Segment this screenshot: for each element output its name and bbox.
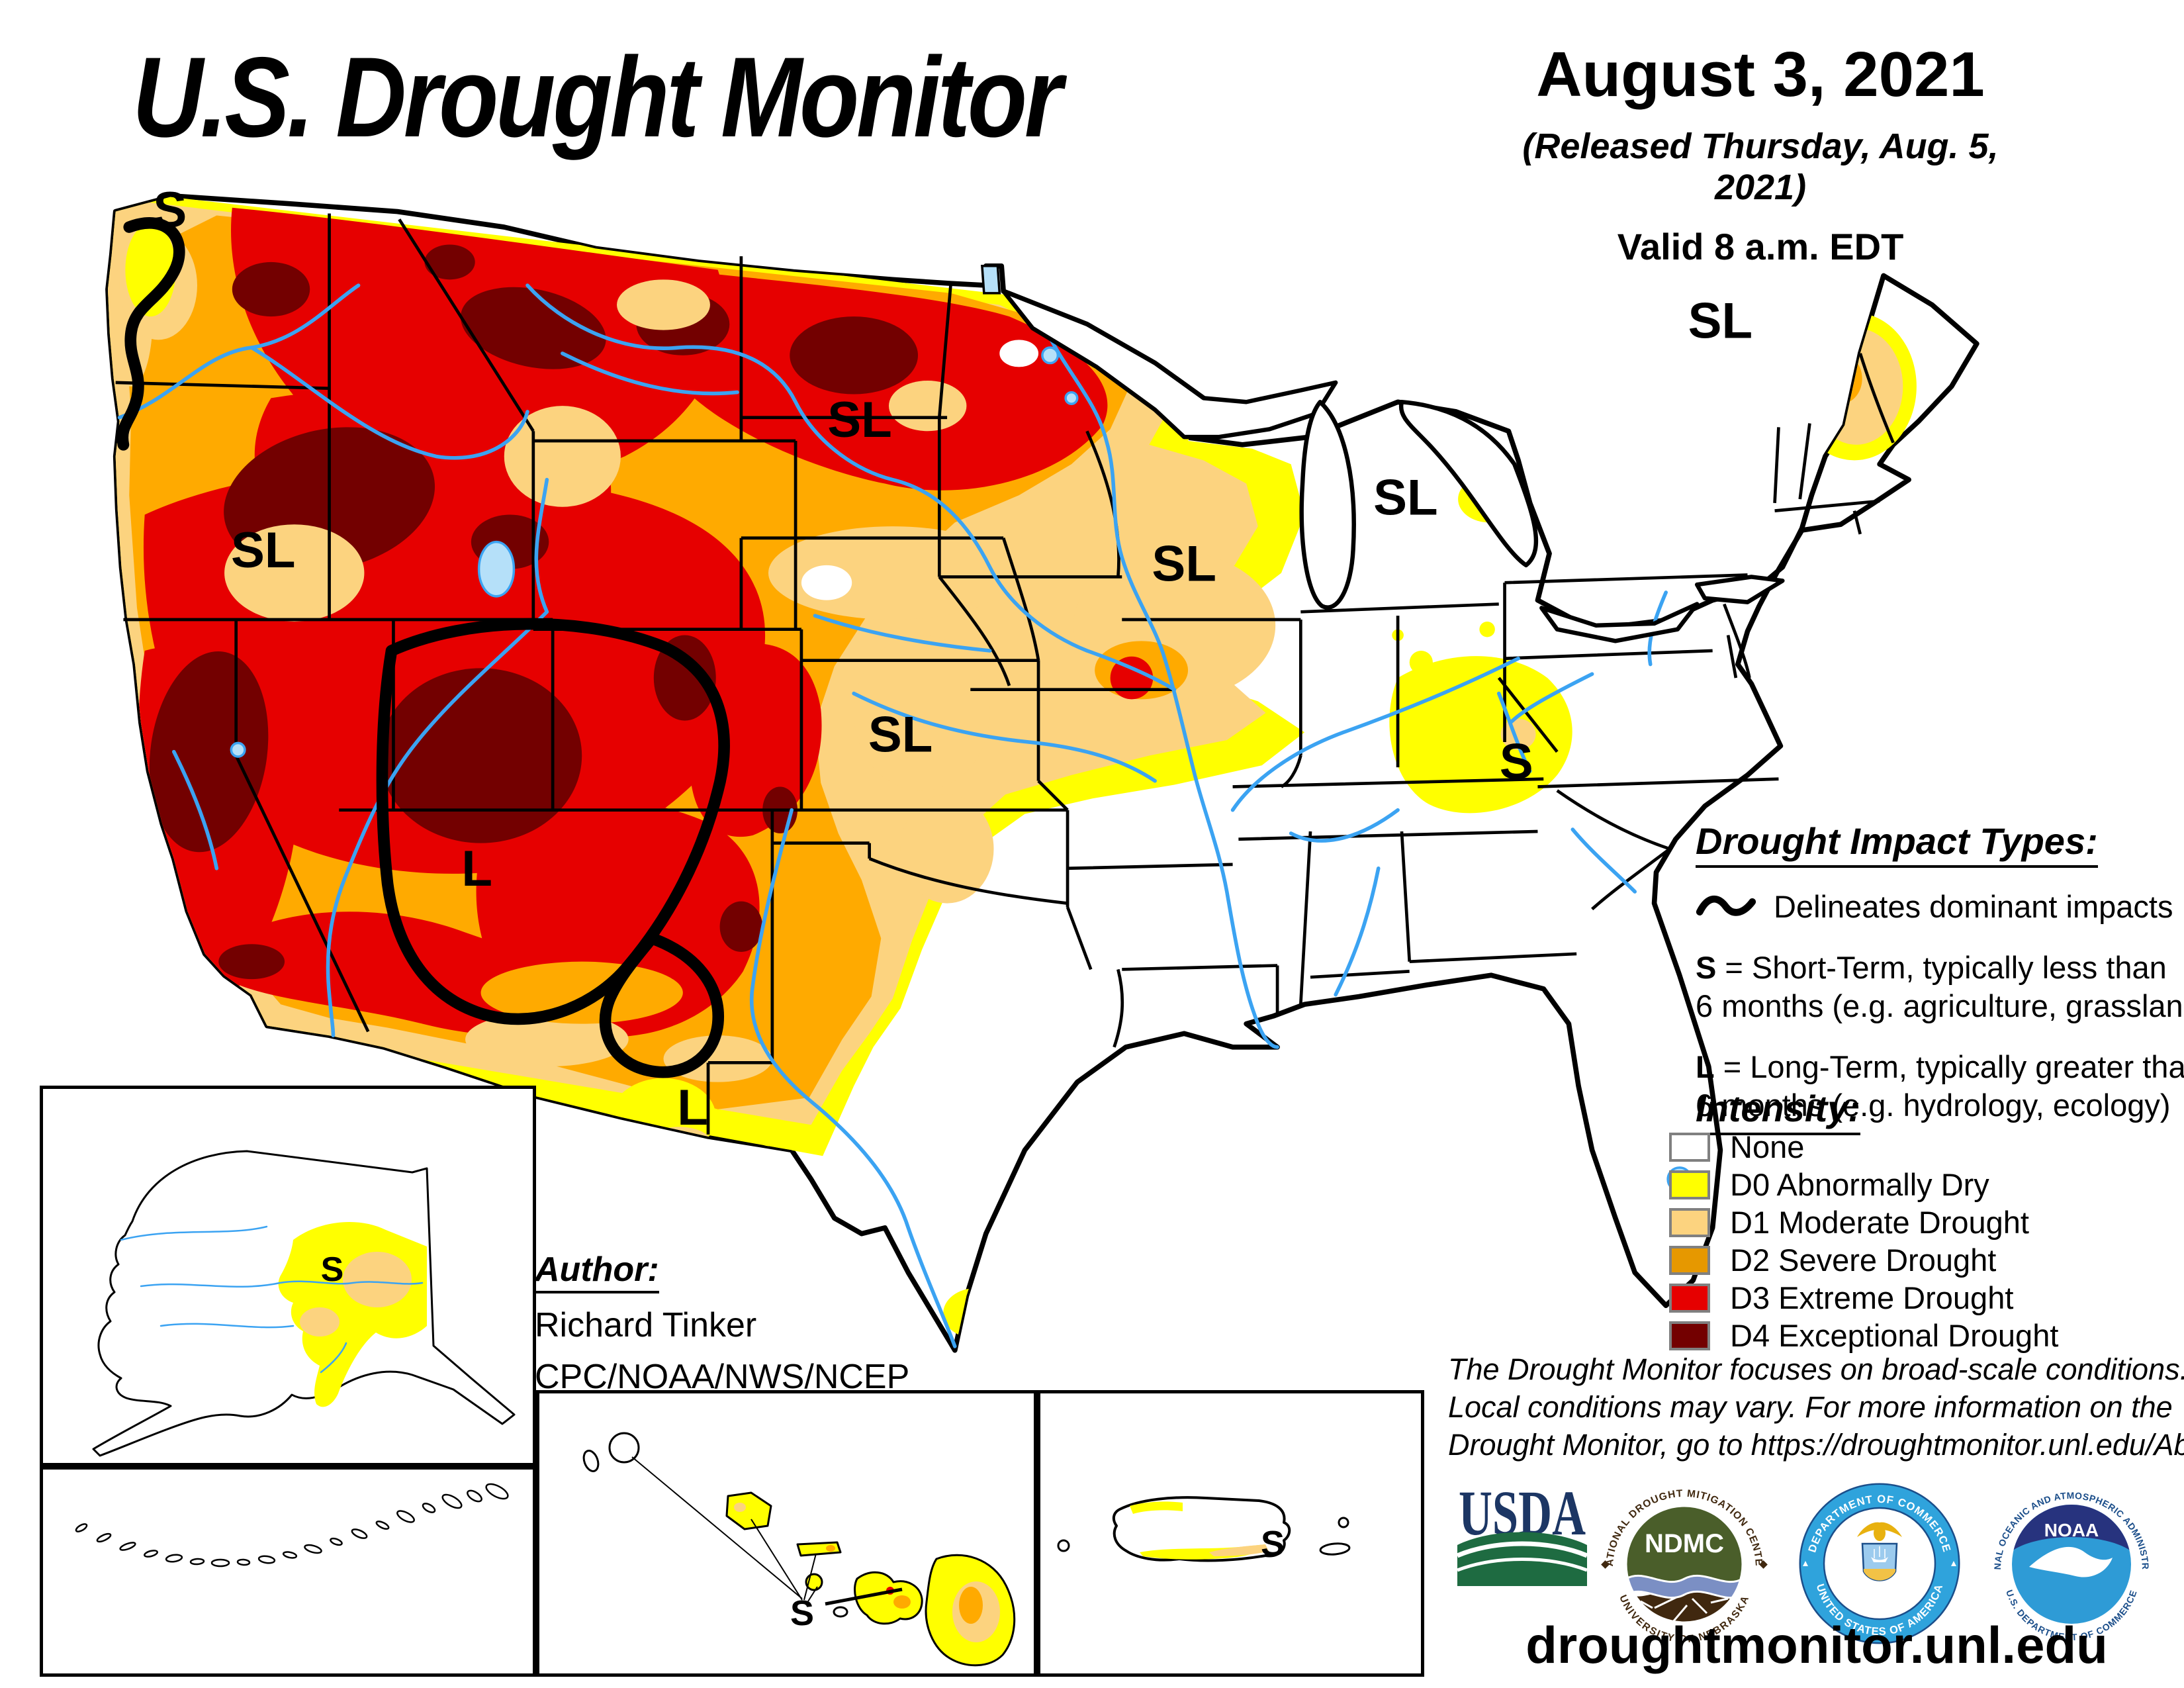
kahoolawe-island (833, 1606, 848, 1618)
puerto-rico-outline (1112, 1496, 1291, 1562)
impact-label-arizona: L (461, 841, 492, 897)
impact-label-alaska: S (321, 1250, 344, 1289)
swatch-d2 (1669, 1245, 1710, 1275)
short-term-line2: 6 months (e.g. agriculture, grasslands) (1696, 988, 2184, 1023)
great-lakes (1001, 289, 1785, 643)
usda-logo: USDA (1456, 1481, 1588, 1586)
page-title: U.S. Drought Monitor (132, 34, 1062, 161)
author-heading: Author: (535, 1250, 659, 1293)
hawaii-inset: S (536, 1390, 1037, 1677)
impact-types-heading: Drought Impact Types: (1696, 820, 2098, 868)
author-block: Author: Richard Tinker CPC/NOAA/NWS/NCEP (535, 1250, 909, 1397)
long-term-letter: L (1696, 1049, 1715, 1084)
impact-label-michigan: SL (1373, 470, 1438, 526)
lake-of-the-woods (981, 265, 1001, 295)
small-lakes (230, 265, 1693, 1192)
swatch-d0 (1669, 1170, 1710, 1199)
rivers (117, 283, 1668, 1348)
alaska-d1-area (343, 1252, 412, 1307)
conus-drought-map: S SL SL SL SL SL SL L L S (105, 182, 1979, 1353)
swatch-none (1669, 1132, 1710, 1162)
legend-row-d3: D3 Extreme Drought (1669, 1279, 2058, 1317)
short-term-letter: S (1696, 950, 1717, 985)
intensity-heading: Intensity: (1696, 1087, 1860, 1135)
impact-label-south-dakota: SL (827, 392, 892, 448)
impact-label-nevada: SL (231, 522, 296, 579)
impact-label-texas: L (677, 1080, 708, 1136)
great-salt-lake (477, 540, 516, 598)
long-term-line2: 6 months (e.g. hydrology, ecology) (1696, 1088, 2171, 1123)
ndmc-soil-cracks (1640, 1596, 1729, 1622)
legend-row-d0: D0 Abnormally Dry (1669, 1166, 2058, 1203)
aleutians-inset (40, 1466, 536, 1677)
state-borders-west (115, 213, 1175, 1135)
map-date: August 3, 2021 (1536, 39, 1985, 110)
culebra-island (1338, 1517, 1349, 1528)
ndmc-abbr: NDMC (1645, 1529, 1724, 1558)
noaa-sky (2012, 1505, 2131, 1551)
intensity-legend: Intensity: (1696, 1087, 1860, 1135)
date-block: August 3, 2021 (Released Thursday, Aug. … (1473, 38, 2048, 268)
short-term-line1: = Short-Term, typically less than (1725, 950, 2167, 985)
mona-island (1057, 1539, 1070, 1552)
impact-label-wisconsin: SL (1152, 536, 1216, 592)
none-holes (801, 340, 1039, 600)
delineates-label: Delineates dominant impacts (1774, 889, 2173, 924)
department-of-commerce-logo: DEPARTMENT OF COMMERCE UNITED STATES OF … (1799, 1483, 1960, 1644)
swatch-d4 (1669, 1321, 1710, 1350)
alaska-rivers (120, 1225, 424, 1374)
release-date: (Released Thursday, Aug. 5, 2021) (1522, 126, 1999, 207)
lake-erie (1539, 602, 1700, 643)
lake-tahoe (230, 741, 246, 758)
legend-row-none: None (1669, 1128, 2058, 1166)
kauai-island (608, 1432, 640, 1464)
oahu-island (725, 1491, 772, 1530)
impact-delineation-lines (116, 217, 730, 1078)
impact-label-maine: SL (1688, 293, 1753, 349)
lake-ontario (1694, 575, 1785, 604)
niihau-island (582, 1450, 600, 1472)
legend-row-d2: D2 Severe Drought (1669, 1241, 2058, 1279)
aleutian-islands (75, 1483, 509, 1568)
puerto-rico-inset: S (1037, 1390, 1424, 1677)
impact-label-hawaii: S (790, 1593, 814, 1633)
alaska-inset: S (40, 1086, 536, 1466)
vieques-island (1319, 1542, 1351, 1556)
ndmc-logo: NATIONAL DROUGHT MITIGATION CENTER UNIVE… (1601, 1488, 1768, 1645)
swatch-d3 (1669, 1283, 1710, 1313)
noaa-seabird (2029, 1546, 2113, 1577)
maui-island (854, 1571, 923, 1625)
author-name: Richard Tinker (535, 1306, 757, 1344)
hawaii-connector-lines (631, 1456, 903, 1606)
long-term-line1: = Long-Term, typically greater than (1723, 1049, 2184, 1084)
doc-eagle-and-shield (1857, 1522, 1902, 1581)
legend-row-d1: D1 Moderate Drought (1669, 1203, 2058, 1241)
impact-label-puerto-rico: S (1261, 1524, 1285, 1564)
ndmc-water-wave (1626, 1574, 1743, 1599)
legend-row-d4: D4 Exceptional Drought (1669, 1317, 2058, 1354)
drought-layer-d4 (149, 244, 919, 980)
valid-time: Valid 8 a.m. EDT (1617, 226, 1904, 267)
delineation-squiggle-icon (1696, 895, 1756, 916)
noaa-logo: NATIONAL OCEANIC AND ATMOSPHERIC ADMINIS… (1992, 1490, 2151, 1642)
intensity-legend-rows: None D0 Abnormally Dry D1 Moderate Droug… (1669, 1128, 2058, 1354)
swatch-d1 (1669, 1207, 1710, 1237)
impact-label-washington: S (153, 182, 187, 238)
impact-types-legend: Drought Impact Types: Delineates dominan… (1696, 820, 2184, 1125)
d2-islands (480, 961, 683, 1024)
impact-label-kansas: SL (868, 707, 933, 763)
disclaimer-text: The Drought Monitor focuses on broad-sca… (1448, 1352, 2184, 1462)
droughtmonitor-url: droughtmonitor.unl.edu (1525, 1616, 2108, 1674)
lake-huron (1398, 400, 1539, 568)
impact-label-west-virginia: S (1500, 734, 1533, 790)
lake-michigan (1299, 400, 1356, 610)
noaa-abbr: NOAA (2044, 1520, 2099, 1540)
author-org: CPC/NOAA/NWS/NCEP (535, 1358, 910, 1396)
